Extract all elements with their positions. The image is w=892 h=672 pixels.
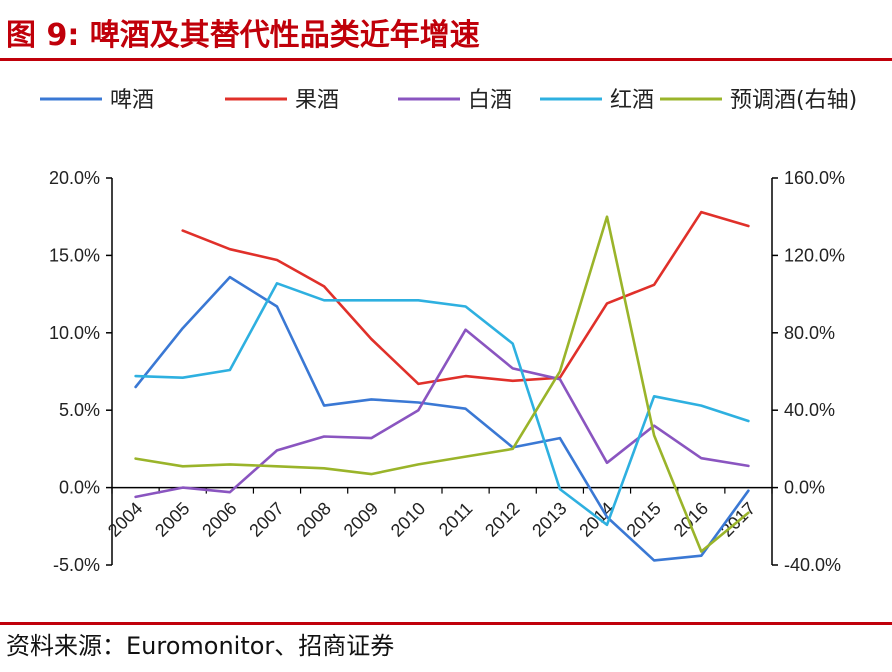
- source-note: 资料来源：Euromonitor、招商证券: [6, 632, 395, 660]
- left-axis-tick-label: 20.0%: [49, 168, 100, 188]
- right-axis-tick-label: 0.0%: [784, 478, 825, 498]
- right-axis-tick-label: 120.0%: [784, 245, 845, 265]
- series-line-果酒: [181, 210, 750, 386]
- legend-label: 预调酒(右轴): [730, 88, 857, 113]
- left-axis-tick-label: 5.0%: [59, 400, 100, 420]
- x-axis-tick-label: 2008: [293, 498, 335, 540]
- left-axis-tick-label: 10.0%: [49, 323, 100, 343]
- x-axis-tick-label: 2015: [623, 498, 665, 540]
- title-divider: [0, 58, 892, 61]
- x-axis-tick-label: 2009: [340, 498, 382, 540]
- x-axis-tick-label: 2012: [481, 498, 523, 540]
- x-axis-tick-label: 2016: [670, 498, 712, 540]
- right-axis-tick-label: -40.0%: [784, 555, 841, 575]
- axes: -5.0% 0.0% 5.0% 10.0% 15.0% 20.0% -40.0% 0.0% 40…: [49, 168, 845, 575]
- legend-label: 啤酒: [110, 88, 154, 113]
- x-axis-tick-label: 2005: [151, 498, 193, 540]
- x-axis-tick-label: 2006: [198, 498, 240, 540]
- x-axis-tick-label: 2007: [245, 498, 287, 540]
- right-axis-tick-label: 40.0%: [784, 400, 835, 420]
- title-bar: 图 9: 啤酒及其替代性品类近年增速: [0, 0, 892, 58]
- x-axis-tick-label: 2011: [435, 498, 477, 540]
- legend-label: 白酒: [468, 88, 512, 113]
- plot-area: [134, 210, 750, 562]
- left-axis-tick-label: 0.0%: [59, 478, 100, 498]
- series-line-红酒: [134, 282, 750, 527]
- series-line-啤酒: [134, 275, 750, 562]
- right-axis-tick-label: 160.0%: [784, 168, 845, 188]
- page-title: 图 9: 啤酒及其替代性品类近年增速: [6, 18, 480, 53]
- legend-label: 果酒: [295, 88, 339, 113]
- series-line-白酒: [134, 328, 750, 499]
- left-axis-tick-label: 15.0%: [49, 245, 100, 265]
- x-axis-tick-label: 2013: [528, 498, 570, 540]
- right-axis-tick-label: 80.0%: [784, 323, 835, 343]
- x-axis-tick-label: 2004: [104, 498, 146, 540]
- legend: 啤酒 果酒 白酒 红酒 预调酒(右轴): [40, 88, 857, 113]
- line-chart: 啤酒 果酒 白酒 红酒 预调酒(右轴) -5.0% 0.0% 5.0% 10.0% 15.0% 2…: [40, 88, 857, 575]
- legend-label: 红酒: [610, 88, 654, 113]
- series-line-预调酒(右轴): [134, 215, 750, 553]
- x-axis-tick-label: 2010: [387, 498, 429, 540]
- left-axis-tick-label: -5.0%: [53, 555, 100, 575]
- footer-divider: [0, 622, 892, 625]
